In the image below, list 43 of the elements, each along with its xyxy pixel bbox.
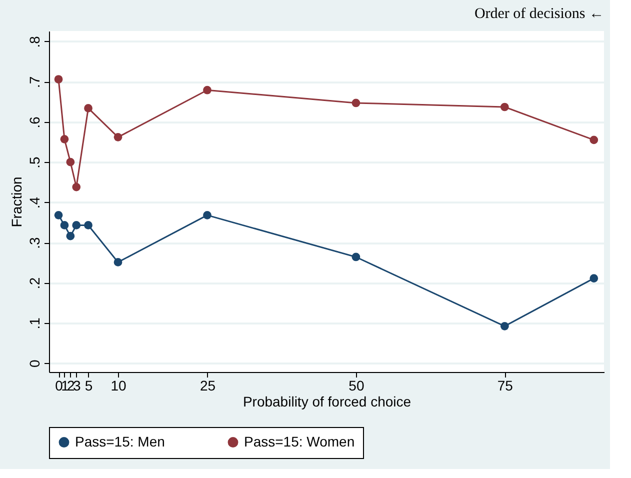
point [114,258,122,266]
x-tick-label: 5 [84,378,93,394]
point [590,274,598,282]
point [203,210,212,220]
y-tick-label: .4 [26,196,42,209]
point [352,98,360,108]
x-tick-label: 75 [497,378,514,394]
x-tick-label: 3 [72,378,81,394]
point [84,104,92,112]
point [60,134,69,144]
point [66,232,75,240]
y-axis-title: Fraction [8,176,24,228]
point [54,75,63,84]
y-tick-label: .5 [26,156,42,168]
legend-label: Pass=15: Women [244,433,355,450]
x-tick-label: 25 [200,378,216,394]
y-tick-label: .3 [26,236,42,249]
point [66,158,75,166]
point [72,221,81,230]
y-tick-label: .6 [26,116,42,128]
x-tick-label: 50 [348,378,364,394]
y-tick-label: 0 [26,360,42,368]
point [500,102,509,112]
y-tick-label: .2 [26,277,42,290]
point [500,322,509,330]
point [203,86,212,94]
legend-label: Pass=15: Men [75,433,165,450]
point [590,136,598,144]
x-tick-label: 10 [110,378,126,394]
x-tick-label: 0 [55,378,64,394]
y-tick-label: .7 [26,76,42,88]
point [54,210,63,220]
y-tick-label: .1 [26,317,42,330]
point [72,182,81,192]
x-tick-label: 2 [67,378,76,394]
text: Order of decisions ← [474,6,604,22]
x-axis-title: Probability of forced choice [242,394,412,410]
point [60,221,69,230]
y-tick-label: .8 [26,36,42,48]
point [114,132,122,142]
x-tick-label: 1 [61,378,70,394]
point [84,221,92,230]
point [352,252,360,262]
